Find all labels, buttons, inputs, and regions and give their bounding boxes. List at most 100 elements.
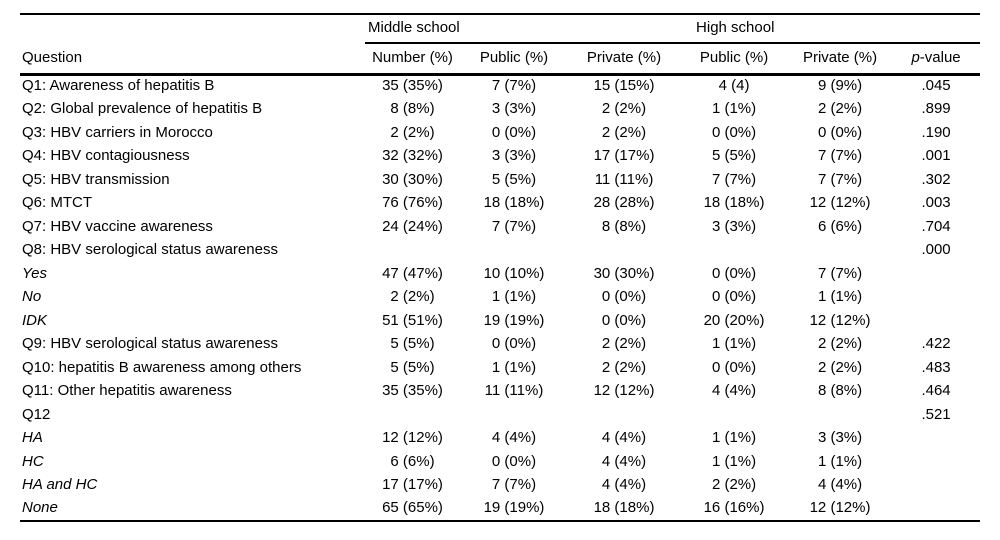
column-header-hs-private: Private (%) [788,43,893,76]
value-cell: 3 (3%) [711,217,757,235]
value-cell: .001 [921,147,951,164]
table-row: Q12 .521 [20,403,980,427]
value-cell: 11 (11%) [484,382,544,399]
high-school-group-header: High school [680,14,981,44]
question-label: Q3: HBV carriers in Morocco [22,123,213,141]
middle-school-group-header: Middle school [365,14,681,44]
value-cell: 10 (10%) [483,264,545,282]
value-cell: 12 (12%) [809,194,871,211]
table-row: HA 12 (12%) 4 (4%) 4 (4%) 1 (1%) 3 (3%) [20,427,980,451]
value-cell: 7 (7%) [817,147,863,164]
column-header-ms-number: Number (%) [365,43,460,76]
value-cell: 15 (15%) [593,77,655,95]
middle-school-label: Middle school [368,19,460,37]
value-cell [568,403,680,427]
table-row: Q6: MTCT 76 (76%) 18 (18%) 28 (28%) 18 (18%)… [20,192,980,216]
column-header-ms-public: Public (%) [460,43,568,76]
pvalue-rest: -value [919,49,961,66]
value-cell: 24 (24%) [382,217,443,235]
question-label: Q8: HBV serological status awareness [22,241,278,258]
value-cell: 65 (65%) [382,499,443,516]
value-cell: 12 (12%) [593,382,655,399]
value-cell: 0 (0%) [711,288,757,305]
value-cell: 1 (1%) [491,288,537,305]
value-cell [365,403,460,427]
pvalue-p-italic: p [911,49,920,66]
value-cell: 2 (2%) [601,123,647,141]
value-cell: 11 (11%) [594,170,654,188]
answer-option-label: IDK [22,311,48,329]
question-label: Q4: HBV contagiousness [22,147,190,164]
spanner-empty-cell [20,14,365,43]
value-cell: 19 (19%) [483,499,545,516]
value-cell: 5 (5%) [390,335,435,352]
value-cell: 12 (12%) [382,429,443,446]
question-label: Q12 [22,405,51,423]
high-school-label: High school [696,19,775,37]
question-label: Q9: HBV serological status awareness [22,335,278,352]
table-row: HC 6 (6%) 0 (0%) 4 (4%) 1 (1%) 1 (1%) [20,450,980,474]
table-row: Q5: HBV transmission 30 (30%) 5 (5%) 11 (11… [20,168,980,192]
table-row: None 65 (65%) 19 (19%) 18 (18%) 16 (16%) 12 (… [20,497,980,521]
table-row: Yes 47 (47%) 10 (10%) 30 (30%) 0 (0%) 7 (7%) [20,262,980,286]
answer-option-label: HA and HC [22,476,98,493]
value-cell: 8 (8%) [390,100,435,117]
value-cell: 7 (7%) [491,77,537,95]
value-cell [892,286,980,310]
value-cell: 7 (7%) [491,217,537,235]
value-cell [460,239,568,263]
value-cell: .302 [921,170,951,188]
question-label: Q6: MTCT [22,194,92,211]
value-cell [892,450,980,474]
answer-option-label: HC [22,452,44,470]
value-cell: 8 (8%) [817,382,863,399]
column-header-row: Question Number (%) Public (%) Private (… [20,43,981,76]
value-cell [892,474,980,498]
table-row: Q3: HBV carriers in Morocco 2 (2%) 0 (0%) 2… [20,121,980,145]
value-cell: 4 (4) [718,77,750,95]
value-cell: 12 (12%) [809,311,871,329]
answer-option-label: Yes [22,264,48,282]
table-row: Q9: HBV serological status awareness 5 (5… [20,333,980,357]
value-cell [680,239,788,263]
value-cell: .190 [921,123,951,141]
value-cell: 1 (1%) [711,335,757,352]
value-cell: 19 (19%) [483,311,545,329]
column-header-ms-private: Private (%) [568,43,681,76]
value-cell [892,309,980,333]
table-row: Q4: HBV contagiousness 32 (32%) 3 (3%) 17 (… [20,145,980,169]
value-cell: .000 [921,241,951,258]
value-cell: 2 (2%) [817,100,863,117]
value-cell: 2 (2%) [601,335,647,352]
value-cell: 18 (18%) [483,194,545,211]
value-cell: 0 (0%) [491,123,537,141]
question-label: Q2: Global prevalence of hepatitis B [22,100,263,117]
value-cell: 2 (2%) [817,335,863,352]
table-row: Q2: Global prevalence of hepatitis B 8 (8… [20,98,980,122]
value-cell: 2 (2%) [390,123,435,141]
value-cell [788,239,892,263]
value-cell: 35 (35%) [382,382,443,399]
value-cell: 5 (5%) [390,358,435,376]
table-row: Q10: hepatitis B awareness among others 5… [20,356,980,380]
value-cell: 2 (2%) [390,288,435,305]
value-cell: 4 (4%) [601,476,647,493]
column-header-pvalue: p-value [892,43,981,76]
value-cell: 7 (7%) [817,170,863,188]
value-cell: 5 (5%) [491,170,537,188]
answer-option-label: None [22,499,58,516]
value-cell: 18 (18%) [703,194,765,211]
value-cell [892,262,980,286]
value-cell: 20 (20%) [703,311,765,329]
answer-option-label: HA [22,429,43,446]
value-cell: 3 (3%) [491,100,537,117]
value-cell: 30 (30%) [593,264,655,282]
value-cell: .422 [921,335,951,352]
value-cell: 4 (4%) [601,429,647,446]
value-cell: 35 (35%) [382,77,443,95]
value-cell: 0 (0%) [601,311,647,329]
value-cell: 3 (3%) [817,429,863,446]
value-cell: 32 (32%) [382,147,443,164]
value-cell: 0 (0%) [491,335,537,352]
